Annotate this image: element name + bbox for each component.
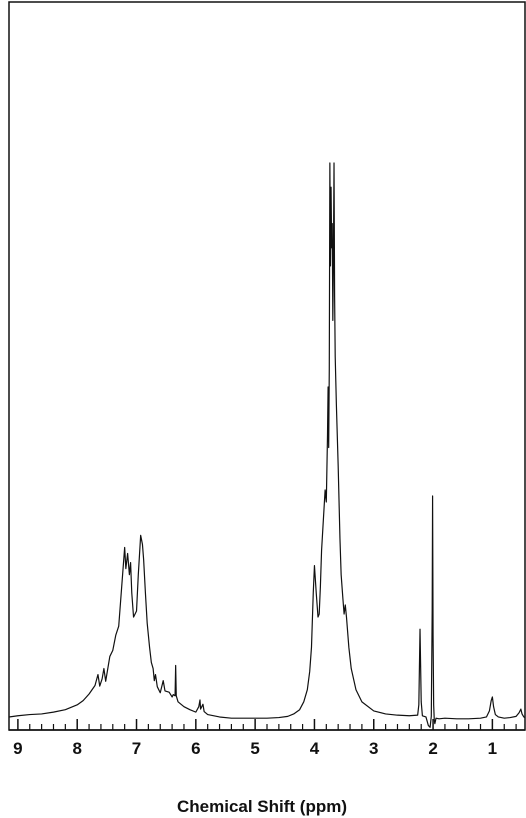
major-ticks (17, 719, 494, 730)
x-tick-label: 1 (488, 739, 497, 758)
spectrum-trace (8, 162, 526, 728)
x-tick-label: 7 (132, 739, 141, 758)
x-tick-label: 6 (191, 739, 200, 758)
minor-ticks (29, 724, 517, 730)
x-tick-label: 2 (428, 739, 437, 758)
x-tick-label: 4 (310, 739, 320, 758)
tick-labels: 9 8 7 6 5 4 3 2 1 (13, 739, 497, 758)
x-tick-label: 3 (369, 739, 378, 758)
x-axis-title: Chemical Shift (ppm) (177, 797, 347, 816)
x-tick-label: 8 (72, 739, 81, 758)
plot-frame (8, 1, 526, 731)
x-tick-label: 9 (13, 739, 22, 758)
x-tick-label: 5 (250, 739, 259, 758)
